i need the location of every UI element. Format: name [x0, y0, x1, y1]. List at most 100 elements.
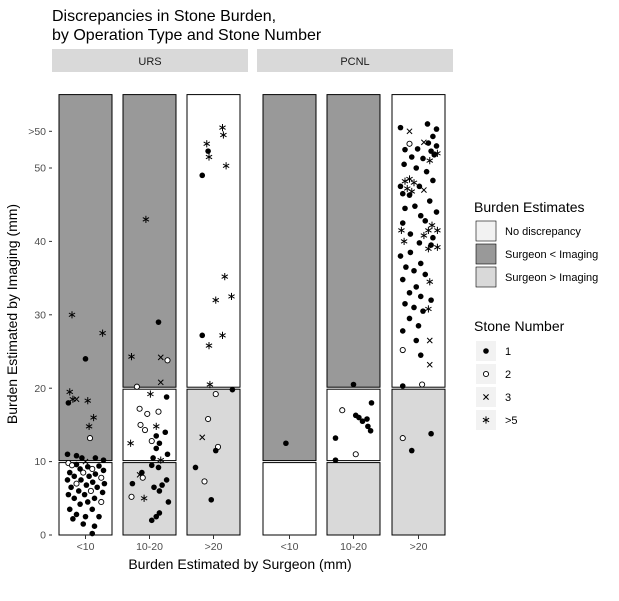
data-point-81-c: [157, 457, 165, 463]
x-tick-label-urs-1: 10-20: [136, 541, 163, 553]
data-point-58: [142, 215, 150, 223]
data-point-76: [148, 437, 155, 445]
legend-shape-title: Stone Number: [474, 318, 565, 334]
band-urs-20-1: [186, 94, 241, 388]
data-point-168: [402, 205, 408, 212]
data-point-208-b: [426, 361, 433, 368]
x-tick-label-urs-2: >20: [205, 541, 223, 553]
legend-key-asterisk-c: [482, 417, 490, 423]
data-point-128: [359, 418, 366, 425]
data-point-68: [144, 410, 151, 417]
data-point-85-b: [136, 471, 143, 478]
data-point-89: [159, 482, 165, 488]
legend-label-surgeon-more: Surgeon > Imaging: [505, 272, 598, 284]
legend-swatch-surgeon-more: [475, 266, 497, 288]
data-point-191: [399, 276, 406, 283]
data-point-138: [433, 126, 440, 132]
data-point-181: [416, 240, 423, 246]
data-point-161-c: [403, 186, 411, 191]
data-point-88: [129, 480, 136, 487]
band-pcnl-10-20-0: [326, 462, 381, 536]
data-point-69: [155, 408, 162, 415]
data-point-12: [73, 452, 80, 459]
legend-label-stone-gt5: >5: [505, 415, 518, 427]
data-point-171: [422, 218, 429, 224]
data-point-162: [420, 187, 427, 193]
data-point-65: [147, 390, 154, 398]
y-tick-label-6: >50: [28, 126, 46, 138]
data-point-50: [89, 506, 96, 513]
data-point-30: [98, 474, 105, 481]
data-point-205: [426, 337, 433, 344]
data-point-110-c: [205, 343, 213, 348]
data-point-123: [368, 400, 375, 406]
data-point-156: [401, 177, 409, 185]
data-point-94: [165, 499, 172, 505]
data-point-109: [219, 331, 226, 339]
data-point-198: [411, 304, 417, 311]
data-point-132: [352, 451, 359, 458]
data-point-184-c: [425, 246, 432, 251]
legend-key-asterisk: [482, 416, 490, 424]
data-point-134: [424, 121, 431, 127]
data-point-58-c: [142, 217, 150, 222]
data-point-71-c: [152, 424, 160, 429]
data-point-51: [73, 511, 80, 518]
y-tick-label-1: 10: [34, 456, 46, 468]
data-point-183: [434, 243, 441, 251]
data-point-43: [65, 491, 72, 498]
data-point-98-c: [219, 125, 226, 130]
band-urs-20-0: [186, 388, 241, 536]
data-point-8: [90, 413, 97, 422]
legend-swatch-no-discrepancy: [475, 220, 497, 242]
data-point-136: [406, 128, 413, 135]
data-point-6-c: [84, 398, 92, 403]
chart-title-line2: by Operation Type and Stone Number: [52, 27, 322, 44]
data-point-192-c: [426, 279, 434, 285]
data-point-178: [420, 231, 428, 240]
data-point-174: [398, 226, 405, 234]
data-point-42: [81, 491, 88, 498]
data-point-129: [365, 423, 371, 430]
legend-label-stone-3: 3: [505, 392, 511, 404]
facet-strip-urs: URS: [52, 49, 248, 72]
data-point-140-b: [420, 139, 427, 146]
data-point-11: [64, 451, 71, 458]
data-point-135: [397, 124, 404, 131]
data-point-185: [407, 249, 414, 256]
data-point-154: [423, 168, 430, 175]
legend-key-dot: [483, 348, 489, 354]
data-point-133: [332, 457, 339, 463]
data-point-156-c: [401, 178, 409, 184]
data-point-2: [82, 356, 89, 362]
data-point-27: [92, 471, 99, 477]
data-points: [64, 121, 441, 537]
data-point-131: [332, 435, 339, 441]
chart-title-line1: Discrepancies in Stone Burden,: [52, 8, 276, 25]
legend-label-no-discrepancy: No discrepancy: [505, 226, 581, 238]
data-point-204: [413, 337, 420, 344]
data-point-186: [397, 253, 404, 259]
facet-label-urs: URS: [138, 56, 161, 68]
data-point-126: [356, 414, 362, 421]
data-point-87: [163, 477, 170, 483]
data-point-41: [99, 489, 106, 496]
data-point-97: [148, 517, 155, 524]
data-point-61-b: [157, 354, 164, 361]
data-point-112: [229, 386, 236, 393]
data-point-80: [150, 455, 156, 461]
data-point-32: [78, 477, 84, 483]
data-point-164: [399, 190, 406, 197]
data-point-31: [64, 477, 71, 483]
band-urs-10-1: [58, 94, 113, 462]
data-point-122: [350, 381, 357, 388]
data-point-75-c: [127, 441, 134, 446]
data-point-57: [89, 530, 96, 537]
y-tick-label-3: 30: [34, 309, 46, 321]
data-point-66: [163, 394, 170, 400]
legend-shape-keys: [482, 348, 490, 424]
data-point-107: [212, 296, 220, 304]
data-point-115-b: [199, 434, 206, 441]
data-point-196: [428, 297, 434, 303]
x-tick-label-urs-0: <10: [77, 541, 95, 553]
